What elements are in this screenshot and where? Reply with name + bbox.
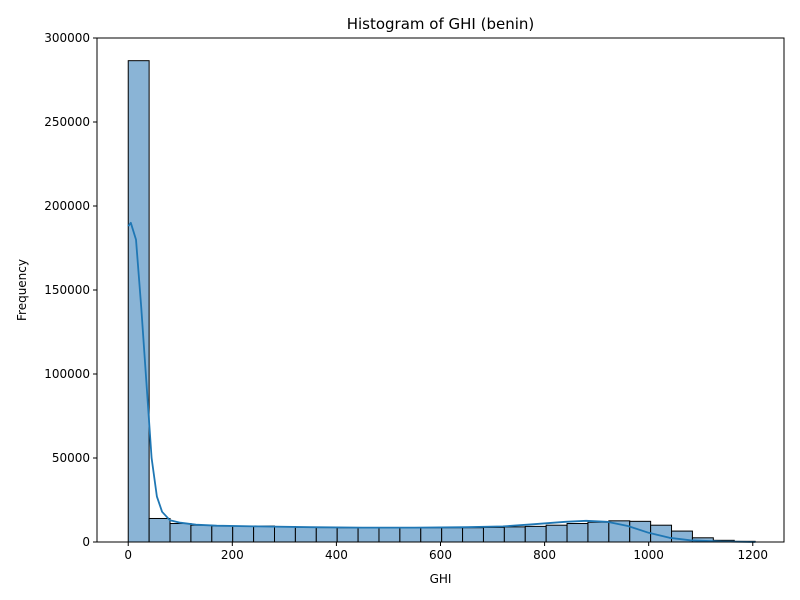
x-tick-label: 600 — [429, 548, 452, 562]
y-tick-label: 200000 — [44, 199, 90, 213]
histogram-bar — [169, 523, 192, 543]
x-tick-label: 1200 — [737, 548, 768, 562]
y-axis-label: Frequency — [15, 259, 29, 321]
y-tick-label: 300000 — [44, 31, 90, 45]
histogram-bar — [378, 527, 401, 543]
y-tick-label: 0 — [82, 535, 90, 549]
histogram-bar — [315, 527, 338, 543]
x-axis-ticks: 0 200 400 600 800 1000 1200 — [124, 542, 768, 562]
histogram-bar — [566, 523, 589, 543]
histogram-bar — [253, 525, 276, 543]
histogram-bar — [545, 524, 568, 543]
histogram-bar — [357, 527, 380, 543]
histogram-bar — [524, 525, 547, 543]
histogram-bar — [503, 526, 526, 543]
x-tick-label: 400 — [325, 548, 348, 562]
x-tick-label: 0 — [124, 548, 132, 562]
x-tick-label: 1000 — [633, 548, 664, 562]
histogram-bar — [274, 526, 296, 543]
histogram-bar — [462, 527, 484, 543]
chart-title: Histogram of GHI (benin) — [347, 15, 535, 33]
kde-curve — [127, 221, 756, 543]
x-tick-label: 800 — [533, 548, 556, 562]
histogram-bar — [587, 521, 610, 543]
histogram-bar — [441, 527, 464, 543]
y-tick-label: 250000 — [44, 115, 90, 129]
histogram-bar — [211, 525, 234, 543]
histogram-bar — [127, 60, 150, 543]
y-tick-label: 50000 — [52, 451, 90, 465]
kde-line — [127, 221, 756, 543]
histogram-bar — [399, 527, 422, 543]
histogram-bar — [148, 517, 171, 543]
y-tick-label: 100000 — [44, 367, 90, 381]
x-axis-label: GHI — [430, 572, 452, 586]
histogram-bar — [336, 527, 359, 543]
x-tick-label: 200 — [221, 548, 244, 562]
histogram-bar — [232, 525, 255, 543]
y-tick-label: 150000 — [44, 283, 90, 297]
histogram-bars — [127, 60, 756, 543]
histogram-bar — [420, 527, 443, 543]
y-axis-ticks: 0 50000 100000 150000 200000 250000 300000 — [44, 31, 97, 549]
histogram-bar — [482, 526, 505, 543]
histogram-bar — [294, 526, 317, 543]
histogram-bar — [190, 524, 213, 543]
plot-area — [97, 38, 784, 542]
